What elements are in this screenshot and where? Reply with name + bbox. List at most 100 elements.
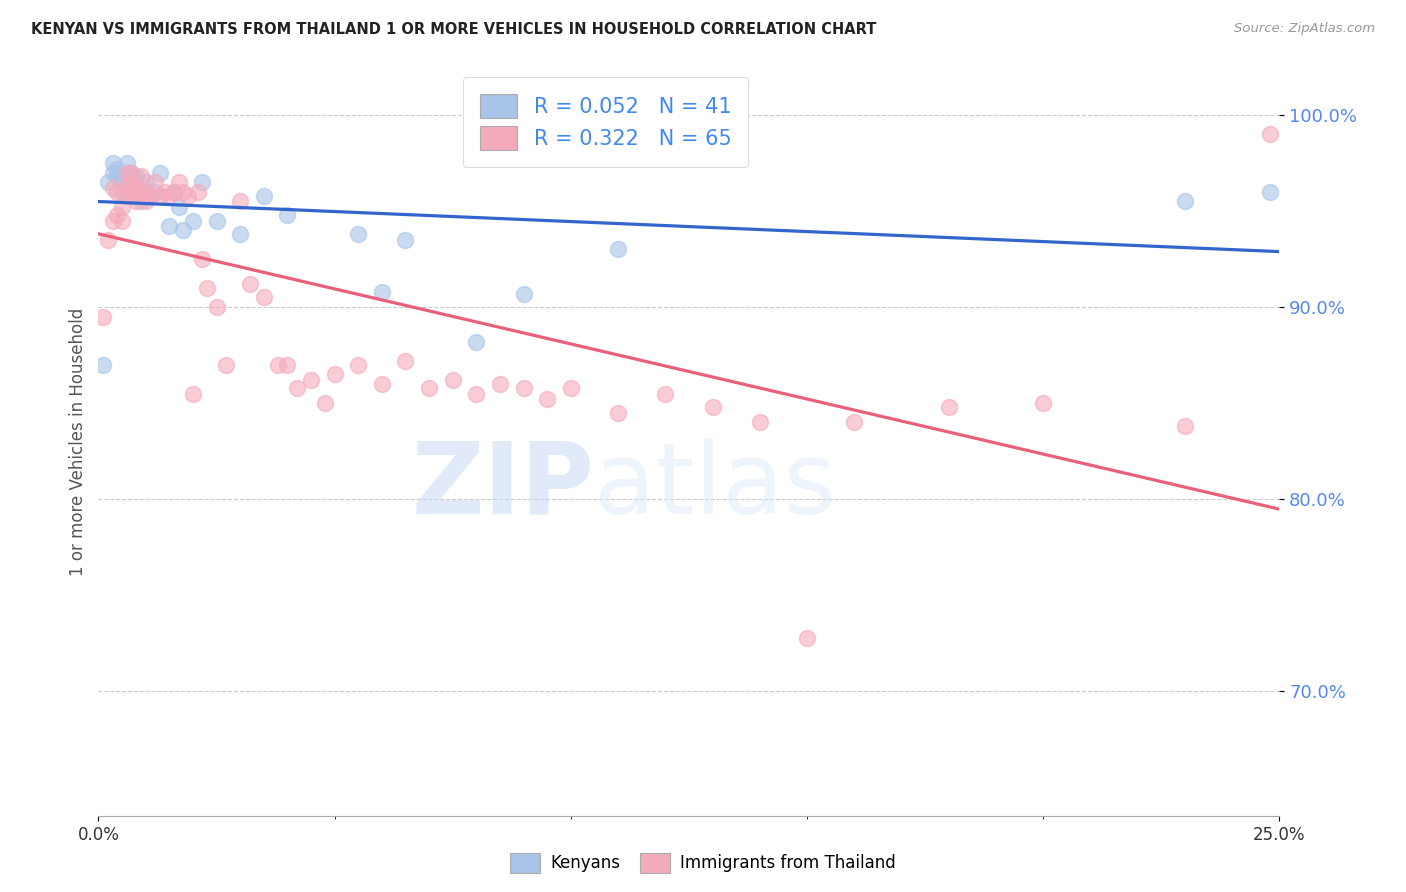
Point — [105, 161, 128, 176]
Point — [111, 175, 134, 189]
Point — [323, 368, 346, 382]
Point — [489, 376, 512, 391]
Point — [560, 381, 582, 395]
Point — [105, 208, 128, 222]
Point — [465, 386, 488, 401]
Point — [121, 165, 143, 179]
Point — [101, 165, 124, 179]
Point — [229, 194, 252, 209]
Point — [654, 386, 676, 401]
Point — [129, 169, 152, 184]
Point — [125, 185, 148, 199]
Point — [121, 179, 143, 194]
Point — [153, 185, 176, 199]
Point — [105, 185, 128, 199]
Text: Source: ZipAtlas.com: Source: ZipAtlas.com — [1234, 22, 1375, 36]
Point — [205, 213, 228, 227]
Point — [111, 185, 134, 199]
Point — [607, 406, 630, 420]
Point — [101, 181, 124, 195]
Point — [91, 358, 114, 372]
Point — [441, 373, 464, 387]
Point — [394, 354, 416, 368]
Point — [125, 188, 148, 202]
Point — [125, 194, 148, 209]
Point — [101, 213, 124, 227]
Point — [1258, 127, 1281, 141]
Point — [111, 200, 134, 214]
Point — [129, 194, 152, 209]
Point — [91, 310, 114, 324]
Point — [276, 208, 298, 222]
Point — [215, 358, 238, 372]
Point — [536, 392, 558, 407]
Point — [125, 179, 148, 194]
Point — [105, 169, 128, 184]
Point — [121, 188, 143, 202]
Point — [135, 185, 157, 199]
Point — [181, 386, 204, 401]
Point — [347, 227, 370, 241]
Point — [115, 179, 138, 194]
Point — [129, 185, 152, 199]
Point — [115, 165, 138, 179]
Point — [371, 376, 394, 391]
Point — [143, 175, 166, 189]
Point — [125, 181, 148, 195]
Point — [229, 227, 252, 241]
Point — [512, 381, 534, 395]
Point — [163, 185, 186, 199]
Point — [139, 188, 162, 202]
Point — [163, 185, 186, 199]
Point — [239, 277, 262, 291]
Point — [1032, 396, 1054, 410]
Point — [121, 165, 143, 179]
Point — [191, 175, 214, 189]
Point — [97, 175, 120, 189]
Point — [267, 358, 290, 372]
Point — [157, 219, 180, 234]
Point — [121, 169, 143, 184]
Point — [135, 175, 157, 189]
Point — [172, 185, 194, 199]
Point — [101, 156, 124, 170]
Point — [139, 188, 162, 202]
Point — [1174, 194, 1197, 209]
Text: atlas: atlas — [595, 438, 837, 535]
Legend: R = 0.052   N = 41, R = 0.322   N = 65: R = 0.052 N = 41, R = 0.322 N = 65 — [463, 78, 748, 167]
Text: ZIP: ZIP — [412, 438, 595, 535]
Point — [111, 213, 134, 227]
Point — [465, 334, 488, 349]
Point — [702, 400, 724, 414]
Point — [276, 358, 298, 372]
Text: KENYAN VS IMMIGRANTS FROM THAILAND 1 OR MORE VEHICLES IN HOUSEHOLD CORRELATION C: KENYAN VS IMMIGRANTS FROM THAILAND 1 OR … — [31, 22, 876, 37]
Point — [394, 233, 416, 247]
Point — [1174, 419, 1197, 434]
Point — [177, 188, 200, 202]
Point — [157, 188, 180, 202]
Point — [191, 252, 214, 266]
Point — [121, 179, 143, 194]
Point — [205, 300, 228, 314]
Point — [748, 415, 770, 429]
Point — [418, 381, 440, 395]
Point — [149, 165, 172, 179]
Point — [347, 358, 370, 372]
Point — [181, 213, 204, 227]
Point — [135, 185, 157, 199]
Point — [314, 396, 336, 410]
Point — [844, 415, 866, 429]
Point — [97, 233, 120, 247]
Point — [167, 175, 190, 189]
Point — [115, 169, 138, 184]
Point — [253, 188, 276, 202]
Point — [607, 243, 630, 257]
Point — [195, 281, 218, 295]
Point — [167, 200, 190, 214]
Point — [512, 286, 534, 301]
Point — [172, 223, 194, 237]
Point — [187, 185, 209, 199]
Point — [1258, 185, 1281, 199]
Point — [149, 188, 172, 202]
Point — [299, 373, 322, 387]
